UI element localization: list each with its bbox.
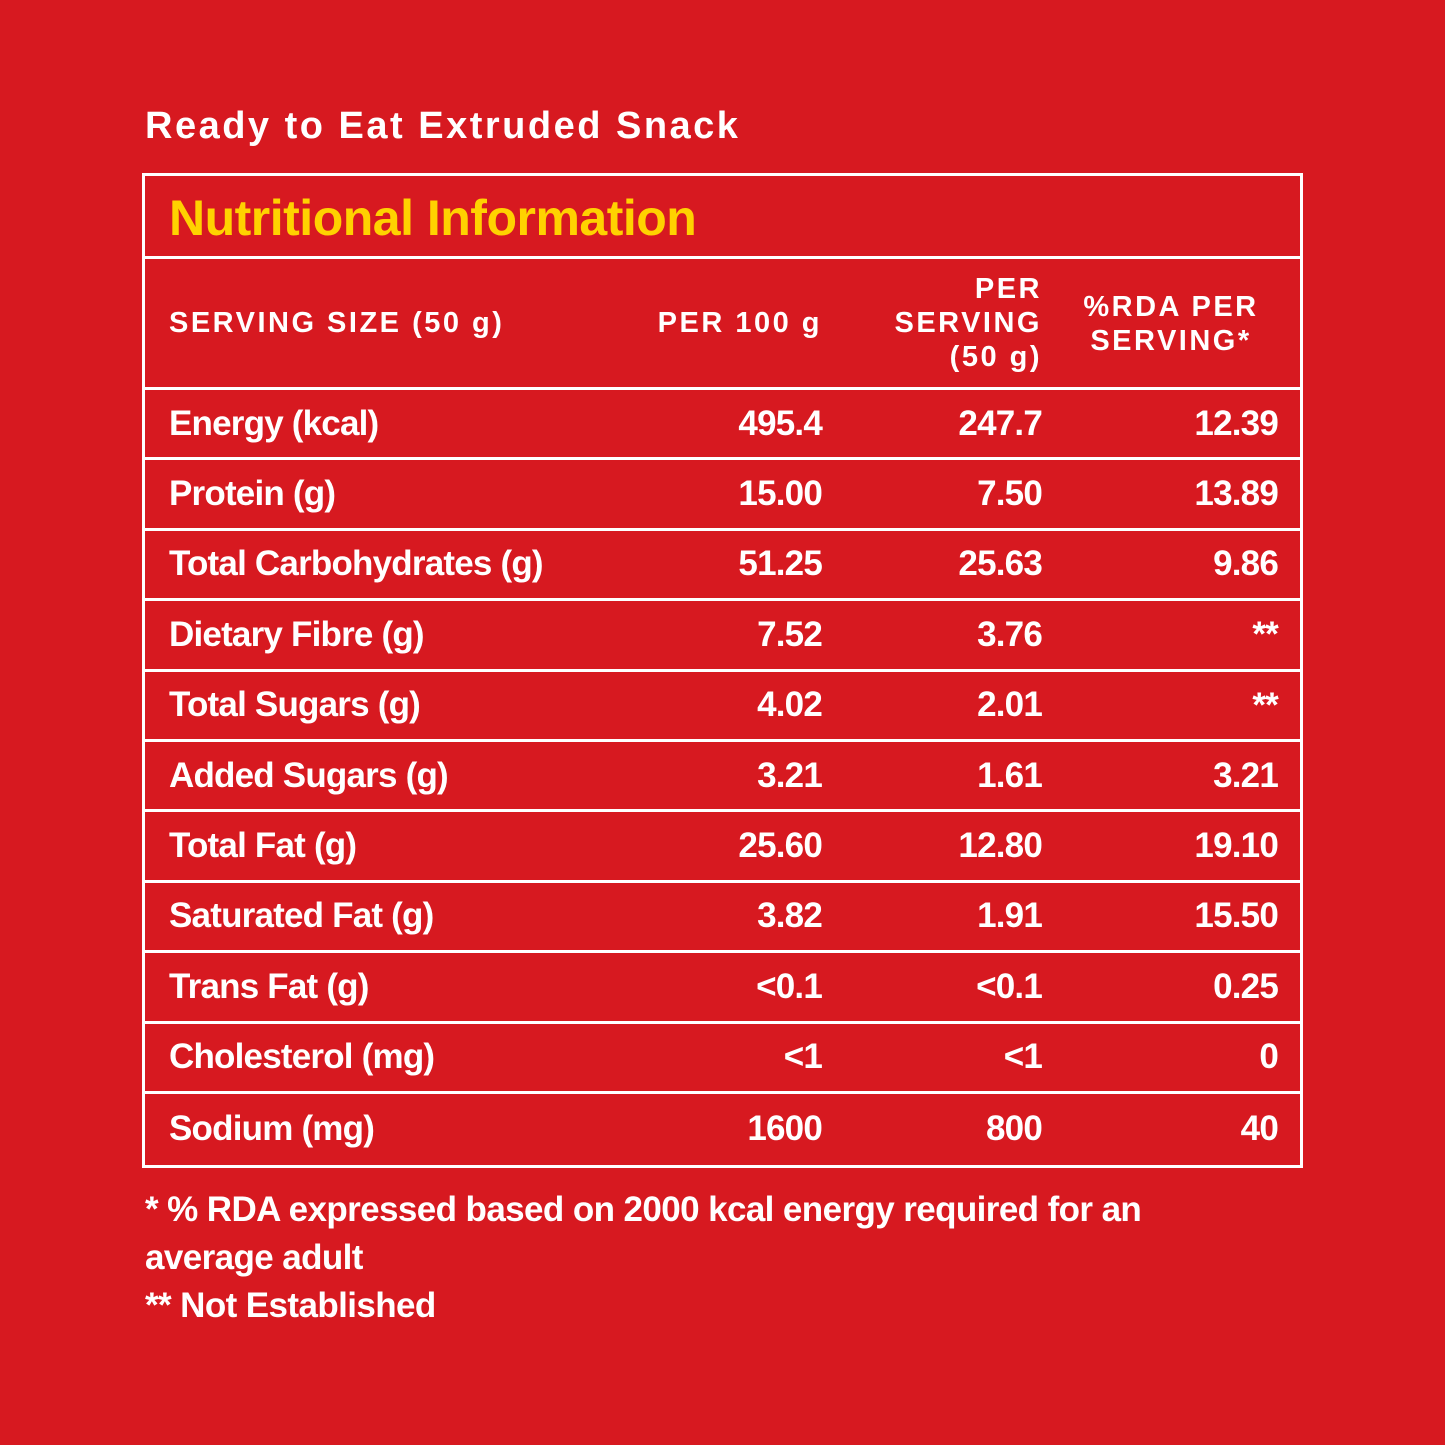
value-per-serving: 1.91	[977, 896, 1043, 936]
value-per-100g: 25.60	[738, 826, 822, 866]
table-header: SERVING SIZE (50 g) PER 100 g PER SERVIN…	[145, 259, 1300, 390]
header-per-serving: PER SERVING (50 g)	[822, 272, 1042, 374]
table-row: Total Sugars (g) 4.02 2.01 **	[145, 672, 1300, 742]
value-rda: 13.89	[1194, 474, 1278, 514]
value-per-serving: 1.61	[977, 755, 1043, 795]
value-per-100g: 15.00	[738, 474, 822, 514]
table-body: Energy (kcal) 495.4 247.7 12.39 Protein …	[145, 390, 1300, 1164]
footnote-not-established: ** Not Established	[145, 1286, 436, 1325]
nutrient-name: Total Fat (g)	[169, 826, 357, 866]
value-per-serving: 12.80	[958, 826, 1042, 866]
nutrient-name: Sodium (mg)	[169, 1109, 375, 1149]
nutrient-name: Protein (g)	[169, 474, 336, 514]
header-rda-line: SERVING*	[1090, 325, 1252, 357]
table-row: Total Fat (g) 25.60 12.80 19.10	[145, 812, 1300, 883]
value-per-100g: 7.52	[757, 614, 823, 654]
footnote-rda-continued: average adult	[145, 1238, 363, 1277]
header-rda-line: %RDA PER	[1083, 291, 1259, 323]
value-rda: **	[1252, 685, 1278, 725]
table-row: Trans Fat (g) <0.1 <0.1 0.25	[145, 953, 1300, 1024]
value-rda: 12.39	[1194, 403, 1278, 443]
value-per-serving: 800	[986, 1109, 1043, 1149]
value-per-serving: 7.50	[977, 474, 1043, 514]
nutrient-name: Saturated Fat (g)	[169, 896, 434, 936]
table-row: Total Carbohydrates (g) 51.25 25.63 9.86	[145, 531, 1300, 602]
value-rda: **	[1252, 615, 1278, 655]
footnote-rda: * % RDA expressed based on 2000 kcal ene…	[145, 1190, 1142, 1229]
panel-title-bar: Nutritional Information	[145, 176, 1300, 259]
header-per-serving-line: (50 g)	[949, 341, 1042, 373]
value-rda: 19.10	[1194, 826, 1278, 866]
table-row: Added Sugars (g) 3.21 1.61 3.21	[145, 742, 1300, 813]
value-per-100g: 3.21	[757, 755, 823, 795]
nutrient-name: Total Sugars (g)	[169, 685, 421, 725]
table-row: Protein (g) 15.00 7.50 13.89	[145, 460, 1300, 531]
value-rda: 3.21	[1213, 755, 1279, 795]
value-per-serving: 247.7	[958, 403, 1042, 443]
table-row: Sodium (mg) 1600 800 40	[145, 1094, 1300, 1164]
value-per-100g: <1	[783, 1037, 823, 1077]
header-per-100g: PER 100 g	[657, 307, 822, 339]
value-per-serving: 3.76	[977, 614, 1043, 654]
table-row: Energy (kcal) 495.4 247.7 12.39	[145, 390, 1300, 461]
value-per-100g: 51.25	[738, 544, 822, 584]
value-per-serving: 25.63	[958, 544, 1042, 584]
table-row: Dietary Fibre (g) 7.52 3.76 **	[145, 601, 1300, 672]
table-row: Cholesterol (mg) <1 <1 0	[145, 1024, 1300, 1094]
panel-title: Nutritional Information	[169, 190, 697, 246]
footnotes: * % RDA expressed based on 2000 kcal ene…	[145, 1186, 1315, 1330]
nutrient-name: Added Sugars (g)	[169, 755, 449, 795]
value-per-100g: 3.82	[757, 896, 823, 936]
value-rda: 0	[1259, 1037, 1278, 1077]
nutrient-name: Trans Fat (g)	[169, 966, 369, 1006]
value-per-serving: <0.1	[976, 966, 1043, 1006]
nutrient-name: Energy (kcal)	[169, 403, 379, 443]
header-serving-size: SERVING SIZE (50 g)	[169, 307, 505, 339]
header-per-serving-line: SERVING	[894, 307, 1042, 339]
value-rda: 0.25	[1213, 966, 1279, 1006]
value-per-100g: <0.1	[756, 966, 823, 1006]
nutrient-name: Total Carbohydrates (g)	[169, 544, 544, 584]
table-row: Saturated Fat (g) 3.82 1.91 15.50	[145, 883, 1300, 954]
value-rda: 9.86	[1213, 544, 1279, 584]
product-title: Ready to Eat Extruded Snack	[145, 105, 741, 147]
value-per-100g: 495.4	[738, 403, 822, 443]
value-rda: 40	[1240, 1109, 1279, 1149]
value-per-serving: <1	[1003, 1037, 1043, 1077]
value-per-100g: 4.02	[757, 685, 823, 725]
value-per-serving: 2.01	[977, 685, 1043, 725]
nutrient-name: Cholesterol (mg)	[169, 1037, 435, 1077]
value-per-100g: 1600	[747, 1109, 822, 1149]
value-rda: 15.50	[1194, 896, 1278, 936]
header-per-serving-line: PER	[974, 273, 1042, 305]
nutrition-panel: Nutritional Information SERVING SIZE (50…	[142, 173, 1303, 1168]
header-rda: %RDA PER SERVING*	[1042, 288, 1300, 358]
nutrient-name: Dietary Fibre (g)	[169, 614, 425, 654]
